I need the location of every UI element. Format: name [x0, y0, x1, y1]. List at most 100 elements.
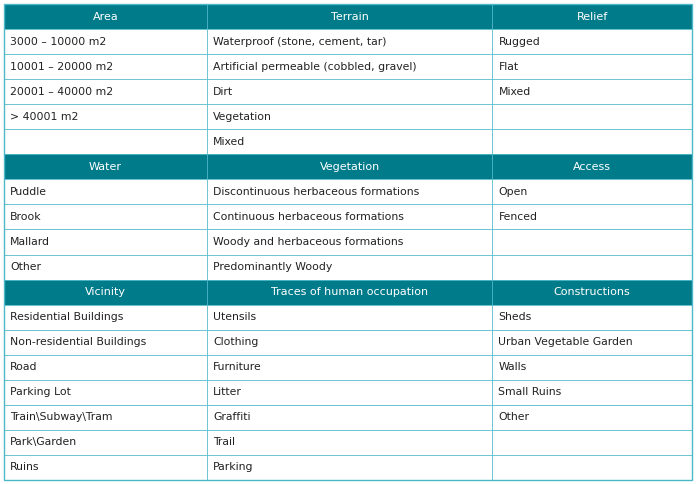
Bar	[207, 129, 493, 154]
Bar	[493, 255, 692, 280]
Bar	[493, 4, 692, 29]
Text: Urban Vegetable Garden: Urban Vegetable Garden	[498, 337, 633, 347]
Text: Brook: Brook	[10, 212, 42, 222]
Bar	[4, 29, 207, 54]
Bar	[493, 330, 692, 355]
Text: 20001 – 40000 m2: 20001 – 40000 m2	[10, 87, 113, 97]
Text: Dirt: Dirt	[213, 87, 233, 97]
Text: Residential Buildings: Residential Buildings	[10, 312, 123, 322]
Bar	[493, 380, 692, 405]
Bar	[493, 280, 692, 304]
Text: Other: Other	[10, 262, 41, 272]
Text: Mallard: Mallard	[10, 237, 50, 247]
Text: Relief: Relief	[576, 12, 608, 21]
Bar	[207, 229, 493, 255]
Text: Traces of human occupation: Traces of human occupation	[271, 287, 428, 297]
Text: Vegetation: Vegetation	[213, 112, 272, 122]
Text: > 40001 m2: > 40001 m2	[10, 112, 79, 122]
Text: Clothing: Clothing	[213, 337, 258, 347]
Bar	[4, 380, 207, 405]
Text: Woody and herbaceous formations: Woody and herbaceous formations	[213, 237, 404, 247]
Bar	[207, 154, 493, 180]
Text: Non-residential Buildings: Non-residential Buildings	[10, 337, 146, 347]
Text: Predominantly Woody: Predominantly Woody	[213, 262, 332, 272]
Bar	[207, 204, 493, 229]
Bar	[4, 229, 207, 255]
Bar	[4, 129, 207, 154]
Bar	[4, 304, 207, 330]
Text: Mixed: Mixed	[498, 87, 531, 97]
Bar	[207, 54, 493, 79]
Bar	[4, 154, 207, 180]
Text: Terrain: Terrain	[331, 12, 369, 21]
Text: Waterproof (stone, cement, tar): Waterproof (stone, cement, tar)	[213, 37, 386, 46]
Bar	[207, 455, 493, 480]
Text: Ruins: Ruins	[10, 463, 40, 472]
Bar	[4, 430, 207, 455]
Text: Park\Garden: Park\Garden	[10, 438, 77, 447]
Text: Access: Access	[574, 162, 611, 172]
Text: Rugged: Rugged	[498, 37, 540, 46]
Text: Discontinuous herbaceous formations: Discontinuous herbaceous formations	[213, 187, 419, 197]
Text: Mixed: Mixed	[213, 137, 245, 147]
Bar	[4, 455, 207, 480]
Bar	[4, 4, 207, 29]
Bar	[207, 355, 493, 380]
Text: 3000 – 10000 m2: 3000 – 10000 m2	[10, 37, 106, 46]
Text: Water: Water	[89, 162, 122, 172]
Text: Area: Area	[93, 12, 118, 21]
Text: Artificial permeable (cobbled, gravel): Artificial permeable (cobbled, gravel)	[213, 61, 417, 72]
Bar	[4, 104, 207, 129]
Text: Trail: Trail	[213, 438, 235, 447]
Bar	[493, 180, 692, 204]
Bar	[207, 180, 493, 204]
Bar	[207, 304, 493, 330]
Text: Flat: Flat	[498, 61, 519, 72]
Bar	[207, 430, 493, 455]
Text: Puddle: Puddle	[10, 187, 47, 197]
Bar	[4, 280, 207, 304]
Text: Open: Open	[498, 187, 528, 197]
Bar	[4, 204, 207, 229]
Text: Constructions: Constructions	[554, 287, 631, 297]
Bar	[493, 229, 692, 255]
Bar	[207, 79, 493, 104]
Bar	[493, 154, 692, 180]
Text: Sheds: Sheds	[498, 312, 532, 322]
Bar	[493, 104, 692, 129]
Text: Parking Lot: Parking Lot	[10, 387, 71, 397]
Text: Graffiti: Graffiti	[213, 412, 251, 423]
Bar	[493, 79, 692, 104]
Text: 10001 – 20000 m2: 10001 – 20000 m2	[10, 61, 113, 72]
Text: Vegetation: Vegetation	[319, 162, 380, 172]
Text: Walls: Walls	[498, 362, 527, 372]
Bar	[207, 380, 493, 405]
Text: Vicinity: Vicinity	[85, 287, 126, 297]
Bar	[4, 405, 207, 430]
Bar	[493, 29, 692, 54]
Bar	[493, 129, 692, 154]
Bar	[493, 54, 692, 79]
Text: Fenced: Fenced	[498, 212, 537, 222]
Bar	[4, 54, 207, 79]
Bar	[207, 104, 493, 129]
Bar	[493, 204, 692, 229]
Bar	[493, 405, 692, 430]
Bar	[4, 255, 207, 280]
Text: Parking: Parking	[213, 463, 253, 472]
Text: Small Ruins: Small Ruins	[498, 387, 562, 397]
Bar	[207, 280, 493, 304]
Bar	[493, 430, 692, 455]
Text: Train\Subway\Tram: Train\Subway\Tram	[10, 412, 113, 423]
Bar	[4, 355, 207, 380]
Bar	[493, 355, 692, 380]
Bar	[207, 4, 493, 29]
Bar	[4, 79, 207, 104]
Text: Continuous herbaceous formations: Continuous herbaceous formations	[213, 212, 404, 222]
Bar	[207, 405, 493, 430]
Text: Road: Road	[10, 362, 38, 372]
Bar	[207, 29, 493, 54]
Bar	[493, 304, 692, 330]
Bar	[4, 330, 207, 355]
Bar	[207, 330, 493, 355]
